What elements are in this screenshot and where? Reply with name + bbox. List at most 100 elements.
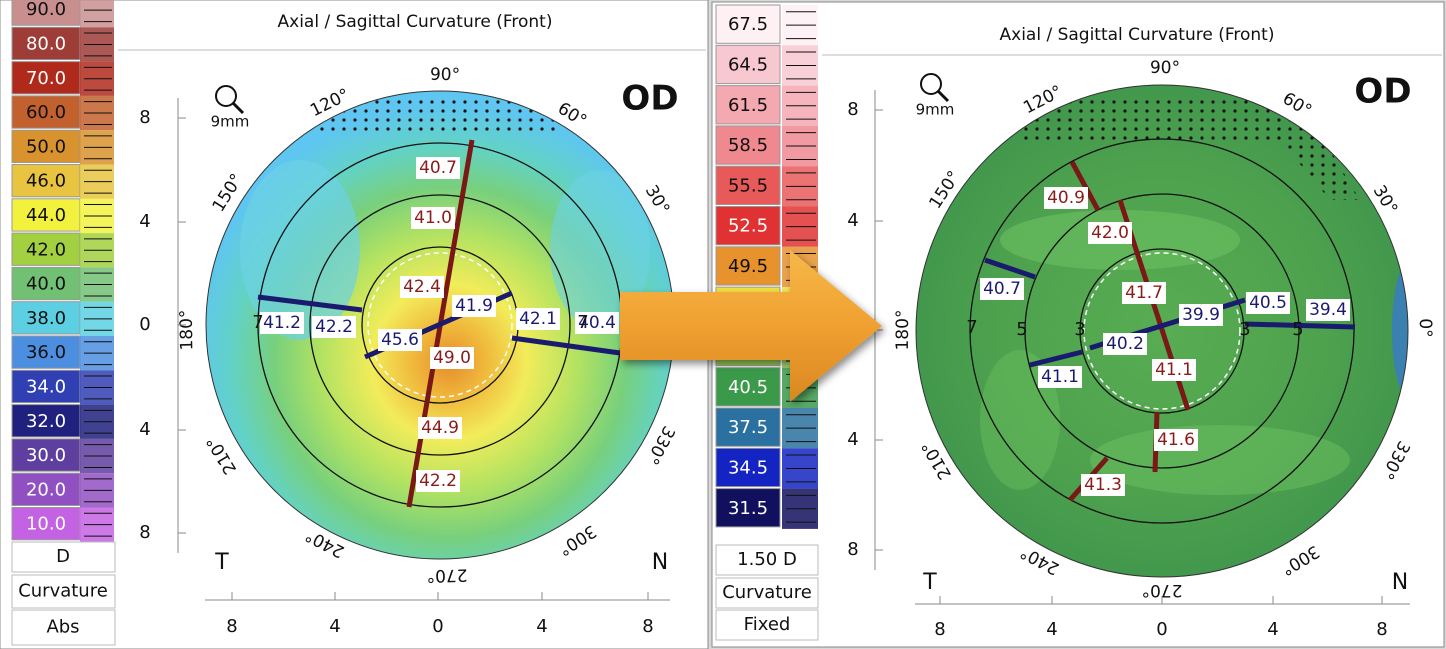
y-tick-label: 4: [139, 419, 150, 440]
angle-label: 270°: [1142, 580, 1183, 600]
reading: 40.7: [983, 279, 1021, 299]
pupil-ring: [1083, 252, 1241, 410]
legend-swatch: [715, 4, 781, 44]
pupil-ring: [367, 252, 513, 398]
legend-footer-label: Abs: [46, 617, 79, 638]
ring: [309, 194, 571, 456]
legend-swatch: [11, 472, 81, 507]
angle-label: 180°: [893, 309, 913, 350]
reading-box: [980, 278, 1024, 300]
legend-label: 34.5: [728, 457, 768, 478]
legend-label: 20.0: [26, 479, 66, 500]
zoom-label: 9mm: [916, 101, 955, 119]
legend-swatch: [11, 198, 81, 232]
side-label: T: [922, 570, 937, 595]
reading-box: [411, 207, 455, 229]
reading-box: [400, 276, 444, 298]
legend-label: 55.5: [728, 175, 768, 196]
angle-label: 180°: [177, 309, 198, 350]
ring-label: 7: [966, 317, 977, 338]
reading: 40.7: [419, 158, 457, 178]
left-map-detail: [240, 100, 650, 340]
legend-label: 50.0: [26, 136, 66, 157]
reading: 42.2: [419, 471, 457, 491]
reading: 40.9: [1047, 188, 1085, 208]
y-tick-label: 8: [847, 539, 858, 560]
legend-label: 37.5: [728, 417, 768, 438]
reading: 41.6: [1157, 430, 1195, 450]
reading-box: [1038, 366, 1082, 388]
reading-box: [1246, 292, 1290, 314]
reading-box: [1179, 304, 1223, 326]
reading-box: [416, 470, 460, 492]
legend-swatch: [11, 61, 81, 95]
reading: 41.9: [455, 296, 493, 316]
x-tick-label: 8: [226, 616, 237, 637]
legend-swatch: [715, 246, 781, 286]
legend-label: 49.5: [728, 256, 768, 277]
reading: 42.4: [403, 277, 441, 297]
map-title: Axial / Sagittal Curvature (Front): [278, 12, 553, 32]
ring: [1024, 193, 1300, 469]
legend-swatch: [715, 407, 781, 447]
reading: 41.3: [1084, 475, 1122, 495]
x-tick-label: 4: [536, 616, 547, 637]
reading-box: [516, 308, 560, 330]
legend-label: 40.0: [26, 274, 66, 295]
zoom-icon-handle: [936, 89, 950, 103]
zoom-icon: [920, 73, 942, 95]
flat-meridian: [984, 257, 1036, 280]
reading: 41.1: [1041, 367, 1079, 387]
legend-label: 58.5: [728, 135, 768, 156]
legend-swatch: [715, 44, 781, 85]
ring: [1079, 248, 1245, 414]
legend-label: 34.0: [26, 376, 66, 397]
y-tick-label: 8: [139, 107, 150, 128]
reading: 40.4: [578, 313, 616, 333]
legend-swatch: [715, 488, 781, 528]
legend-footer: [11, 541, 116, 573]
map-title: Axial / Sagittal Curvature (Front): [1000, 25, 1275, 45]
legend-label: 52.5: [728, 216, 768, 237]
reading-box: [378, 329, 422, 351]
reading: 44.9: [421, 418, 459, 438]
side-label: N: [1392, 570, 1408, 595]
zoom-icon: [215, 85, 237, 107]
legend-footer-label: Curvature: [722, 582, 812, 603]
legend-label: 32.0: [26, 411, 66, 432]
legend-footer: [715, 609, 819, 641]
legend-label: 30.0: [26, 445, 66, 466]
x-tick-label: 0: [432, 616, 443, 637]
flat-meridian: [1244, 321, 1356, 330]
angle-label: 90°: [1150, 58, 1180, 78]
x-tick-label: 8: [934, 619, 945, 640]
eye-label: OD: [621, 79, 678, 119]
legend-scale: [80, 0, 114, 28]
legend-swatch: [11, 369, 81, 404]
legend-label: 64.5: [728, 54, 768, 75]
reading: 39.9: [1182, 305, 1220, 325]
legend-footer-label: 1.50 D: [737, 549, 797, 570]
legend-footer: [715, 544, 819, 576]
legend-swatch: [11, 438, 81, 472]
legend-footer: [715, 577, 819, 609]
ring-label: 5: [1016, 319, 1027, 340]
reading-box: [312, 316, 356, 338]
legend-label: 42.0: [26, 239, 66, 260]
reading: 40.5: [1249, 293, 1287, 313]
ring-label: 3: [1074, 319, 1085, 340]
reading: 42.0: [1091, 223, 1129, 243]
reading: 41.0: [414, 208, 452, 228]
reading-box: [1152, 359, 1196, 381]
reading-box: [430, 347, 474, 369]
legend-label: 61.5: [728, 95, 768, 116]
x-tick-label: 0: [1156, 619, 1167, 640]
angle-label: 0°: [1415, 318, 1435, 338]
legend-label: 60.0: [26, 102, 66, 123]
reading: 42.2: [315, 317, 353, 337]
legend-swatch: [11, 129, 81, 163]
legend-swatch: [11, 507, 81, 541]
legend-label: 90.0: [26, 0, 66, 20]
legend-label: 46.0: [26, 171, 66, 192]
